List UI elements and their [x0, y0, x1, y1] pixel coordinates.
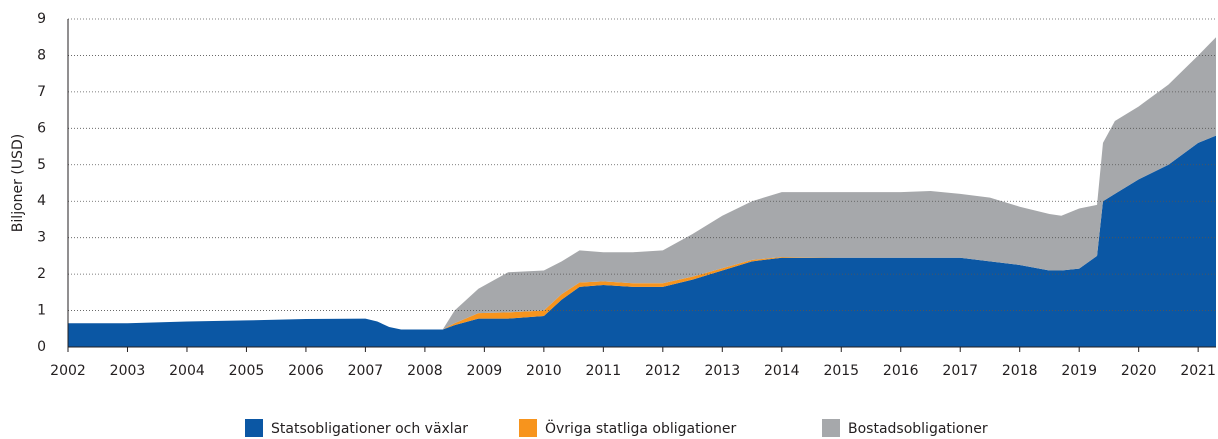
y-tick-label: 4: [37, 193, 46, 209]
legend-label: Statsobligationer och växlar: [271, 421, 468, 437]
x-tick-label: 2004: [169, 363, 205, 379]
legend-swatch: [519, 419, 537, 437]
y-tick-label: 1: [37, 303, 46, 319]
x-tick-label: 2020: [1121, 363, 1157, 379]
x-tick-label: 2005: [229, 363, 265, 379]
x-tick-label: 2003: [110, 363, 146, 379]
y-tick-label: 5: [37, 157, 46, 173]
legend-label: Bostadsobligationer: [848, 421, 988, 437]
y-tick-label: 3: [37, 230, 46, 246]
area: [68, 135, 1216, 347]
legend-swatch: [822, 419, 840, 437]
x-tick-label: 2009: [467, 363, 503, 379]
x-tick-label: 2010: [526, 363, 562, 379]
y-tick-label: 6: [37, 120, 46, 136]
x-tick-label: 2006: [288, 363, 324, 379]
x-tick-label: 2019: [1061, 363, 1097, 379]
x-tick-label: 2015: [823, 363, 859, 379]
x-tick-label: 2014: [764, 363, 800, 379]
legend-label: Övriga statliga obligationer: [545, 419, 737, 437]
x-tick-label: 2012: [645, 363, 681, 379]
x-tick-label: 2017: [942, 363, 978, 379]
x-tick-label: 2013: [704, 363, 740, 379]
x-tick-label: 2007: [348, 363, 384, 379]
legend-swatch: [245, 419, 263, 437]
x-tick-label: 2018: [1002, 363, 1038, 379]
area: [68, 37, 1216, 330]
y-axis-label: Biljoner (USD): [10, 134, 26, 232]
x-tick-label: 2002: [50, 363, 86, 379]
x-tick-label: 2016: [883, 363, 919, 379]
x-tick-label: 2011: [586, 363, 622, 379]
y-tick-label: 8: [37, 47, 46, 63]
x-tick-label: 2008: [407, 363, 443, 379]
y-tick-label: 2: [37, 266, 46, 282]
y-tick-label: 9: [37, 11, 46, 27]
y-tick-label: 7: [37, 84, 46, 100]
y-tick-label: 0: [37, 339, 46, 355]
x-tick-label: 2021: [1180, 363, 1216, 379]
